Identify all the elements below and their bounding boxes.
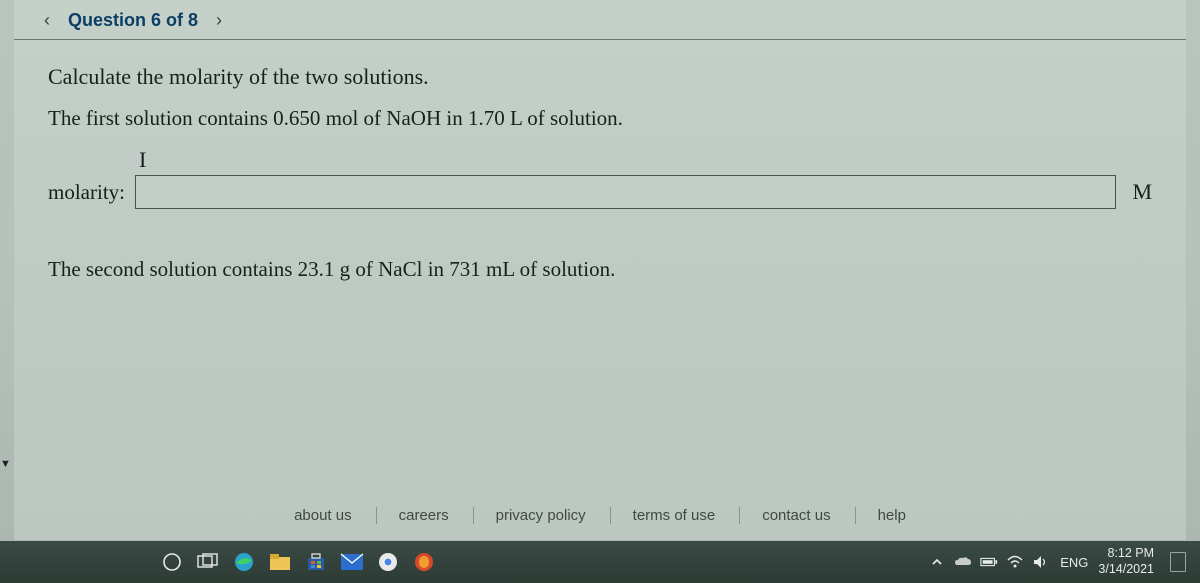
footer-link-contact[interactable]: contact us [739, 507, 830, 524]
chevron-up-icon[interactable] [928, 553, 946, 571]
question-prompt: Calculate the molarity of the two soluti… [48, 64, 1152, 90]
edge-icon[interactable] [228, 546, 260, 578]
wifi-icon[interactable] [1006, 553, 1024, 571]
notifications-icon[interactable] [1170, 552, 1186, 572]
chrome-icon[interactable] [372, 546, 404, 578]
cortana-icon[interactable] [156, 546, 188, 578]
clock-date: 3/14/2021 [1098, 562, 1154, 578]
answer-label: molarity: [48, 180, 125, 205]
footer-link-privacy[interactable]: privacy policy [473, 507, 586, 524]
language-indicator[interactable]: ENG [1060, 555, 1088, 570]
footer-link-terms[interactable]: terms of use [610, 507, 716, 524]
next-question-button[interactable]: › [216, 10, 222, 31]
footer-link-about[interactable]: about us [294, 507, 352, 524]
molarity-input[interactable] [135, 175, 1116, 209]
clock-time: 8:12 PM [1098, 546, 1154, 562]
store-icon[interactable] [300, 546, 332, 578]
taskbar-clock[interactable]: 8:12 PM 3/14/2021 [1098, 546, 1154, 577]
file-explorer-icon[interactable] [264, 546, 296, 578]
taskbar: ENG 8:12 PM 3/14/2021 [0, 541, 1200, 583]
mail-icon[interactable] [336, 546, 368, 578]
question-content: Calculate the molarity of the two soluti… [14, 40, 1186, 282]
desktop: ▼ ‹ Question 6 of 8 › Calculate the mola… [0, 0, 1200, 583]
answer-unit: M [1132, 179, 1152, 205]
prev-question-button[interactable]: ‹ [44, 10, 50, 31]
dropdown-arrow-icon[interactable]: ▼ [0, 458, 12, 470]
volume-icon[interactable] [1032, 553, 1050, 571]
question-line-1: The first solution contains 0.650 mol of… [48, 106, 1152, 131]
answer-box-wrap: I [135, 175, 1116, 209]
battery-icon[interactable] [980, 553, 998, 571]
answer-row: molarity: I M [48, 175, 1152, 209]
task-view-icon[interactable] [192, 546, 224, 578]
question-nav: ‹ Question 6 of 8 › [14, 0, 1186, 39]
taskbar-right: ENG 8:12 PM 3/14/2021 [928, 546, 1192, 577]
app-icon[interactable] [408, 546, 440, 578]
system-tray [928, 553, 1050, 571]
taskbar-left [156, 546, 440, 578]
question-counter: Question 6 of 8 [68, 10, 198, 31]
footer-link-help[interactable]: help [855, 507, 906, 524]
footer-link-careers[interactable]: careers [376, 507, 449, 524]
text-cursor-icon: I [139, 147, 148, 173]
onedrive-icon[interactable] [954, 553, 972, 571]
footer-links: about us careers privacy policy terms of… [14, 507, 1186, 524]
question-line-2: The second solution contains 23.1 g of N… [48, 257, 1152, 282]
question-page: ‹ Question 6 of 8 › Calculate the molari… [14, 0, 1186, 540]
